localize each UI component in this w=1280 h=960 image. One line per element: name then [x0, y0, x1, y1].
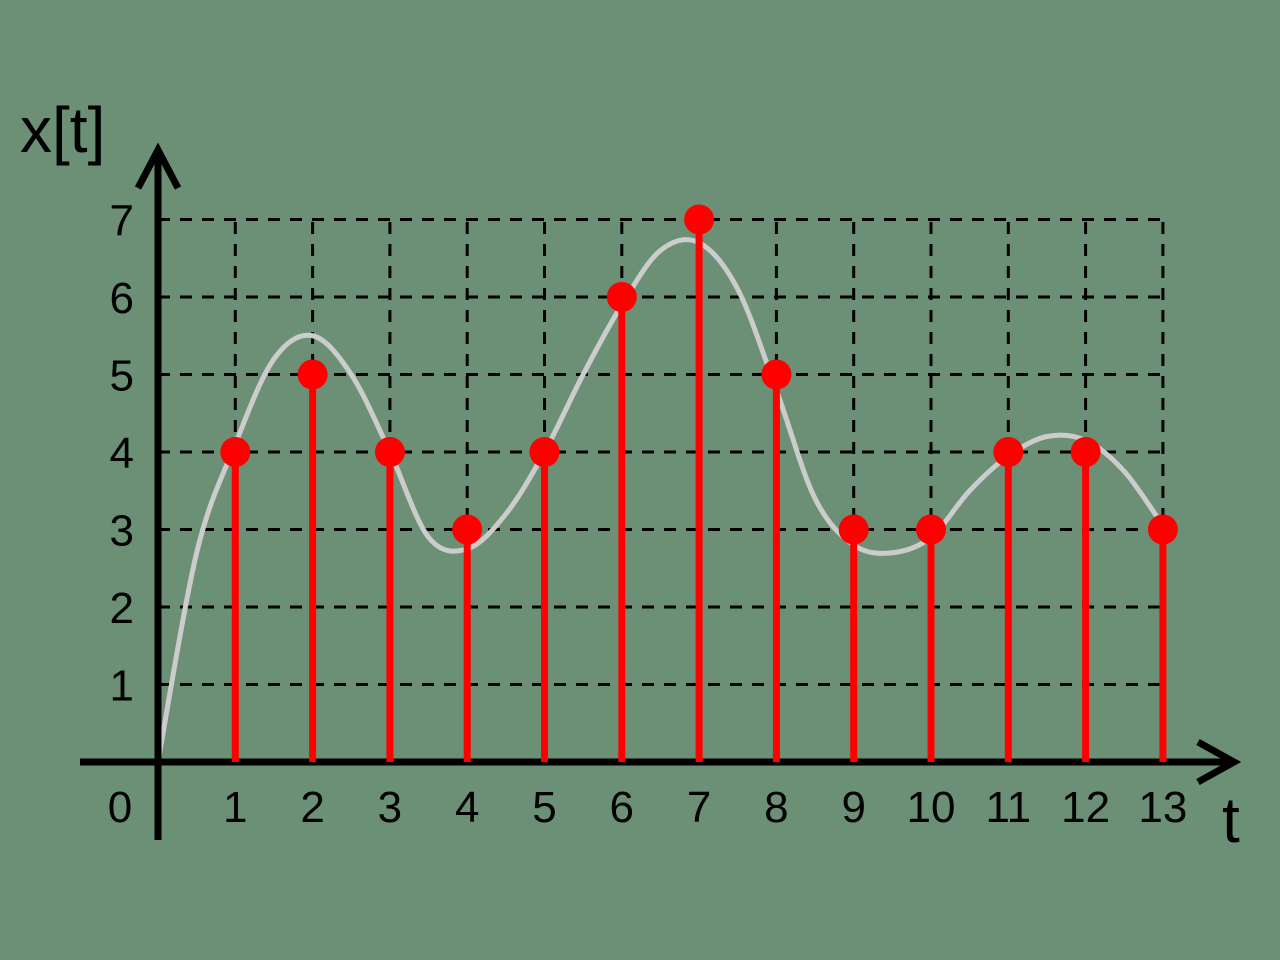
stem-marker [1070, 437, 1101, 467]
x-tick-label: 13 [1138, 783, 1187, 832]
x-axis-arrowhead [1196, 738, 1242, 786]
x-tick-label: 9 [841, 783, 865, 832]
x-tick-label: 6 [610, 783, 634, 832]
x-tick-label: 10 [907, 783, 956, 832]
stem-marker [838, 514, 869, 545]
x-tick-label: 11 [985, 783, 1031, 832]
x-tick-label: 2 [300, 783, 324, 832]
stems [220, 204, 1178, 762]
x-tick-label: 1 [223, 783, 247, 832]
stem-marker [1147, 514, 1178, 545]
x-tick-label: 3 [378, 783, 402, 832]
stem-marker [761, 359, 792, 390]
x-tick-label: 5 [532, 783, 556, 832]
x-tick-label: 12 [1061, 783, 1110, 832]
y-tick-label: 4 [110, 429, 134, 478]
stem-marker [220, 437, 251, 467]
x-tick-label: 7 [687, 783, 711, 832]
y-tick-label: 7 [110, 197, 134, 246]
origin-label: 0 [108, 783, 132, 832]
stem-marker [374, 437, 405, 467]
y-tick-label: 1 [110, 662, 134, 711]
stem-marker [529, 437, 560, 467]
x-axis-label: t [1222, 784, 1240, 856]
y-tick-label: 2 [110, 584, 134, 633]
stem-marker [452, 514, 483, 545]
y-tick-label: 6 [110, 274, 134, 323]
y-axis-label: x[t] [20, 94, 105, 166]
axes: x[t] t 0 [20, 94, 1242, 856]
stem-marker [684, 204, 715, 235]
y-tick-label: 3 [110, 507, 134, 556]
continuous-signal-layer [155, 237, 1165, 763]
stem-marker [916, 514, 946, 545]
x-tick-label: 4 [455, 783, 479, 832]
stem-marker [606, 282, 637, 312]
stem-marker [297, 359, 328, 390]
y-tick-label: 5 [110, 352, 134, 401]
x-tick-label: 8 [764, 783, 788, 832]
continuous-signal-curve [155, 237, 1165, 763]
stem-marker [993, 437, 1024, 467]
y-axis-arrowhead [134, 142, 182, 190]
